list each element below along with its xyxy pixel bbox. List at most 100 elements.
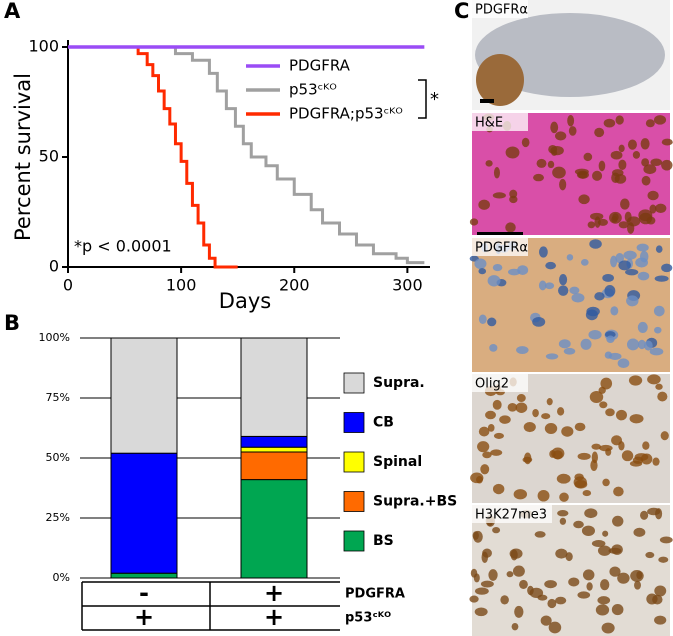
nucleus <box>474 258 487 270</box>
legend-swatch <box>343 451 365 473</box>
nucleus <box>537 489 550 502</box>
nucleus <box>469 595 479 603</box>
nucleus <box>592 170 603 181</box>
nucleus <box>568 126 577 136</box>
nucleus <box>598 386 606 394</box>
nucleus <box>618 260 631 271</box>
nucleus <box>545 261 557 270</box>
y-tick-label: 25% <box>46 511 70 524</box>
legend-label: PDGFRA <box>289 57 351 75</box>
image-label: Olig2 <box>475 377 509 392</box>
nucleus <box>478 426 490 437</box>
nucleus <box>532 408 539 418</box>
nucleus <box>519 579 528 590</box>
nucleus <box>611 603 624 616</box>
nucleus <box>617 358 630 369</box>
nucleus <box>469 218 479 226</box>
nucleus <box>516 394 526 403</box>
nucleus <box>591 443 601 450</box>
nucleus <box>655 245 663 253</box>
nucleus <box>640 138 650 150</box>
label-bg <box>472 238 528 256</box>
nucleus <box>555 131 567 141</box>
nucleus <box>628 375 643 386</box>
nucleus <box>490 449 503 456</box>
legend-label: p53ᶜᴷᴼ <box>289 81 337 99</box>
nucleus <box>487 317 497 327</box>
nucleus <box>470 568 478 578</box>
genotype-cell: + <box>134 603 154 631</box>
annotation: *p < 0.0001 <box>74 237 172 256</box>
nucleus <box>586 582 593 591</box>
nucleus <box>606 335 615 343</box>
nucleus <box>599 401 608 409</box>
nucleus <box>649 347 664 356</box>
nucleus <box>580 338 592 350</box>
nucleus <box>509 548 523 559</box>
image-label: PDGFRα <box>475 241 528 256</box>
nucleus <box>626 295 639 307</box>
nucleus <box>559 492 569 502</box>
nucleus <box>581 525 595 536</box>
nucleus <box>517 265 529 275</box>
nucleus <box>627 222 635 234</box>
nucleus <box>615 409 627 421</box>
bar-segment <box>240 337 308 437</box>
nucleus <box>647 190 659 201</box>
nucleus <box>547 160 555 169</box>
nucleus <box>601 622 615 634</box>
nucleus <box>620 198 630 210</box>
nucleus <box>652 457 660 466</box>
nucleus <box>646 593 658 605</box>
survival-curve <box>173 47 425 265</box>
legend-label: Supra. <box>373 375 425 391</box>
nucleus <box>578 194 590 205</box>
nucleus <box>650 158 663 166</box>
nucleus <box>618 441 625 451</box>
genotype-cell: - <box>139 579 149 607</box>
nucleus <box>588 330 602 340</box>
nucleus <box>485 410 496 420</box>
nucleus <box>545 353 559 360</box>
nucleus <box>647 374 661 385</box>
nucleus <box>488 569 498 581</box>
nucleus <box>481 551 489 564</box>
panel-label: A <box>4 0 21 23</box>
nucleus <box>583 152 593 162</box>
legend-label: BS <box>373 533 394 549</box>
nucleus <box>615 115 624 125</box>
nucleus <box>655 383 663 390</box>
nucleus <box>499 415 511 424</box>
nucleus <box>493 167 500 179</box>
nucleus <box>653 305 665 317</box>
nucleus <box>603 118 616 128</box>
nucleus <box>602 273 614 282</box>
nucleus <box>511 622 519 631</box>
nucleus <box>625 269 639 276</box>
tumor <box>476 54 524 106</box>
nucleus <box>610 255 618 268</box>
nucleus <box>567 114 575 127</box>
image-label: H3K27me3 <box>475 508 547 523</box>
nucleus <box>505 146 520 159</box>
nucleus <box>548 621 562 634</box>
nucleus <box>640 510 649 520</box>
nucleus <box>550 121 559 134</box>
panel-label: C <box>454 0 469 23</box>
nucleus <box>641 158 650 167</box>
image-label: PDGFRα <box>475 3 528 18</box>
nucleus <box>661 138 673 146</box>
nucleus <box>615 252 625 264</box>
x-tick-label: 0 <box>63 276 73 295</box>
nucleus <box>602 478 610 487</box>
nucleus <box>474 587 489 595</box>
nucleus <box>500 595 509 605</box>
nucleus <box>637 271 650 281</box>
nucleus <box>595 604 610 616</box>
bar-segment <box>240 479 308 579</box>
nucleus <box>505 222 516 233</box>
nucleus <box>634 580 641 590</box>
legend-label: Supra.+BS <box>373 494 457 510</box>
nucleus <box>618 144 625 153</box>
